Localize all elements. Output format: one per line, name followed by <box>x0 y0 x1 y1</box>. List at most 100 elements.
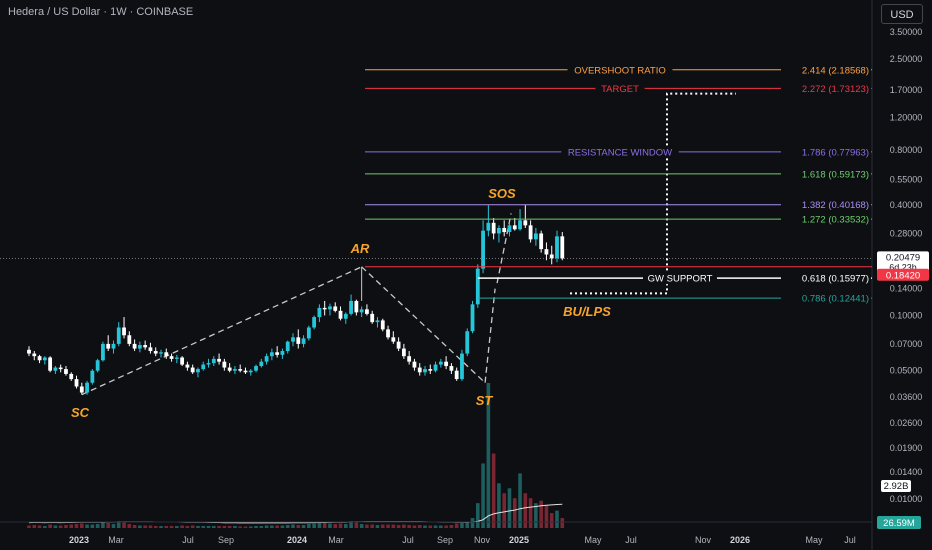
volume-badge-value: 2.92B <box>884 481 909 492</box>
volume-bar <box>396 525 401 528</box>
volume-bar <box>217 526 221 528</box>
candle-body <box>491 222 496 234</box>
volume-bar <box>159 526 163 528</box>
volume-bar <box>460 523 464 528</box>
candle-body <box>233 369 237 371</box>
candle-body <box>148 347 153 352</box>
volume-bar <box>85 524 89 528</box>
candle-body <box>438 361 443 365</box>
y-tick-label: 1.70000 <box>890 85 923 95</box>
candle-body <box>132 343 137 349</box>
candle-body <box>359 309 364 313</box>
volume-bar <box>333 524 338 528</box>
candle-body <box>391 337 396 342</box>
volume-bar <box>37 525 42 528</box>
volume-bar <box>101 522 105 528</box>
candle-body <box>190 367 195 373</box>
volume-bar <box>555 510 559 528</box>
volume-bar <box>354 522 359 528</box>
y-tick-label: 0.05000 <box>890 366 923 376</box>
candle-body <box>32 353 37 357</box>
fib-label-bg <box>781 82 871 95</box>
candle-body <box>423 369 427 373</box>
y-tick-label: 3.50000 <box>890 27 923 37</box>
candle-body <box>143 345 148 348</box>
annotation-label: AR <box>350 241 370 256</box>
candle-body <box>127 335 132 344</box>
candle-body <box>449 366 454 371</box>
candle-body <box>544 249 549 255</box>
candle-body <box>412 361 417 368</box>
candle-body <box>227 367 232 371</box>
candle-body <box>460 353 464 380</box>
x-tick-label: Jul <box>182 535 194 545</box>
volume-bar <box>423 525 427 528</box>
candle-body <box>312 317 317 328</box>
candle-body <box>248 370 253 373</box>
y-tick-label: 0.07000 <box>890 339 923 349</box>
volume-bar <box>391 524 396 528</box>
candle-body <box>211 358 216 364</box>
volume-bar <box>116 521 121 528</box>
candle-body <box>85 382 89 393</box>
fib-label-bg <box>781 167 871 180</box>
dotted-target-path <box>570 92 736 295</box>
candle-body <box>106 343 111 349</box>
volume-bar <box>127 524 132 528</box>
y-tick-label: 0.14000 <box>890 284 923 294</box>
candle-body <box>555 236 559 259</box>
candle-body <box>269 352 274 357</box>
volume-bar <box>212 526 216 528</box>
dashed-trend-line <box>81 266 362 396</box>
annotation-label: SOS <box>488 186 516 201</box>
candle-body <box>539 233 544 250</box>
candle-body <box>533 233 538 240</box>
candle-body <box>169 356 174 359</box>
candle-body <box>386 329 390 338</box>
volume-bar <box>190 525 195 528</box>
volume-bar <box>106 523 110 528</box>
fib-label-bg <box>781 63 871 76</box>
volume-bar <box>275 525 279 528</box>
volume-bar <box>58 525 63 528</box>
volume-bar <box>380 524 385 528</box>
volume-bar <box>222 526 227 528</box>
candle-body <box>354 300 359 313</box>
annotation-label: ST <box>476 393 494 408</box>
volume-bar <box>64 525 68 528</box>
candle-body <box>481 230 485 269</box>
fib-level-name: OVERSHOOT RATIO <box>574 65 666 76</box>
candle-body <box>375 320 380 323</box>
fib-level-label: 1.382 (0.40168) <box>802 200 869 211</box>
candle-body <box>301 338 306 344</box>
candle-body <box>549 254 554 259</box>
volume-bar <box>359 524 364 528</box>
fib-label-bg <box>781 198 871 211</box>
candle-body <box>196 369 200 373</box>
x-tick-label: May <box>584 535 602 545</box>
y-tick-label: 0.40000 <box>890 200 923 210</box>
candle-body <box>53 367 58 371</box>
volume-bar <box>444 525 448 528</box>
candle-body <box>502 227 507 233</box>
volume-bar <box>523 493 528 528</box>
candle-body <box>58 367 63 370</box>
y-tick-label: 0.10000 <box>890 310 923 320</box>
x-tick-label: Sep <box>437 535 453 545</box>
fib-level-label: 1.272 (0.33532) <box>802 215 869 226</box>
candle-body <box>343 313 348 319</box>
volume-bar <box>264 525 269 528</box>
chart-title: Hedera / US Dollar · 1W · COINBASE <box>8 6 194 18</box>
x-tick-label: 2024 <box>287 535 307 545</box>
volume-bar <box>122 522 126 528</box>
volume-ma-badge <box>877 516 921 529</box>
volume-bar <box>185 526 190 528</box>
fib-name-bg <box>561 145 679 158</box>
volume-bar <box>132 525 137 528</box>
candle-body <box>417 367 422 373</box>
volume-bar <box>301 525 306 528</box>
currency-button[interactable]: USD <box>881 4 923 24</box>
y-tick-label: 2.50000 <box>890 54 923 64</box>
dashed-trend-line <box>496 213 512 284</box>
